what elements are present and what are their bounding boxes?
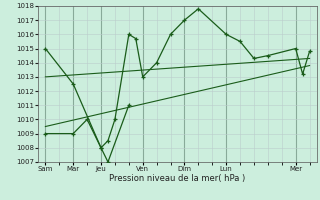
X-axis label: Pression niveau de la mer( hPa ): Pression niveau de la mer( hPa ): [109, 174, 246, 183]
